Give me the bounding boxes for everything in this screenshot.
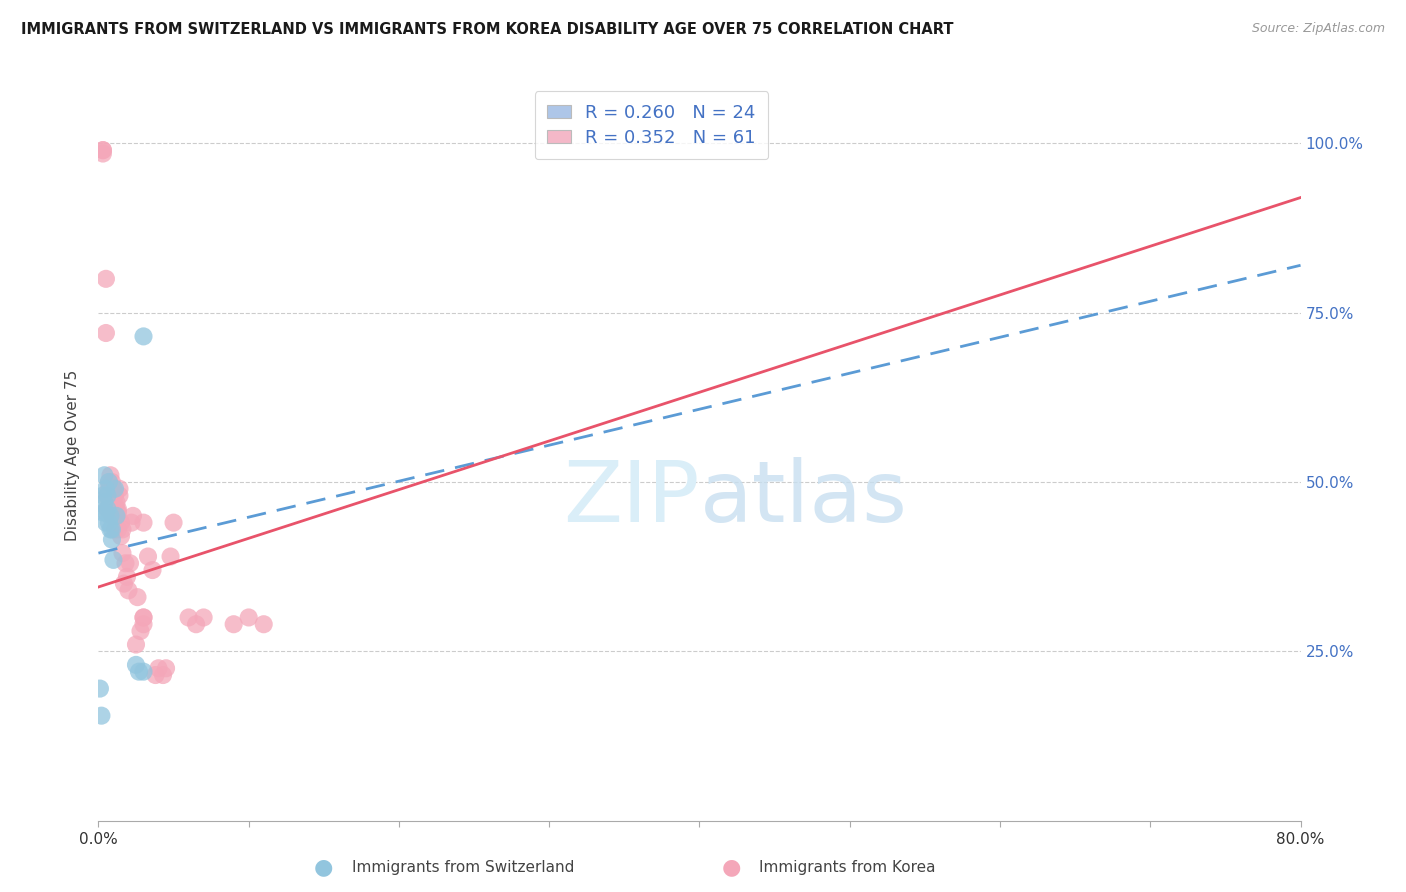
Point xyxy=(97,491,120,506)
Point xyxy=(125,638,148,652)
Point xyxy=(105,495,128,509)
Point xyxy=(91,143,114,157)
Point xyxy=(101,533,124,547)
Point xyxy=(111,546,134,560)
Point xyxy=(117,583,139,598)
Point xyxy=(184,617,207,632)
Point xyxy=(89,681,111,696)
Point xyxy=(148,661,170,675)
Point xyxy=(108,489,131,503)
Point xyxy=(107,502,129,516)
Text: ZIP: ZIP xyxy=(562,458,700,541)
Point xyxy=(136,549,159,564)
Point xyxy=(97,475,120,489)
Point xyxy=(94,516,117,530)
Point xyxy=(129,624,152,638)
Point xyxy=(91,143,114,157)
Point xyxy=(91,489,114,503)
Point xyxy=(177,610,200,624)
Point xyxy=(94,326,117,340)
Point xyxy=(253,617,276,632)
Point xyxy=(105,508,128,523)
Point xyxy=(114,556,136,570)
Point xyxy=(132,610,155,624)
Point xyxy=(132,617,155,632)
Point xyxy=(105,508,128,523)
Legend: R = 0.260   N = 24, R = 0.352   N = 61: R = 0.260 N = 24, R = 0.352 N = 61 xyxy=(534,91,768,160)
Point xyxy=(108,482,131,496)
Point xyxy=(222,617,245,632)
Text: Immigrants from Switzerland: Immigrants from Switzerland xyxy=(352,860,574,874)
Point xyxy=(162,516,184,530)
Point xyxy=(132,329,155,343)
Point xyxy=(91,146,114,161)
Point xyxy=(103,553,125,567)
Point xyxy=(93,468,115,483)
Point xyxy=(96,502,118,516)
Point xyxy=(115,570,138,584)
Point xyxy=(100,482,122,496)
Point xyxy=(110,516,132,530)
Point xyxy=(97,475,120,489)
Point xyxy=(100,495,122,509)
Point xyxy=(90,708,112,723)
Point xyxy=(128,665,150,679)
Point xyxy=(104,523,127,537)
Point xyxy=(132,610,155,624)
Point xyxy=(100,523,122,537)
Point xyxy=(94,272,117,286)
Point xyxy=(100,468,122,483)
Point xyxy=(111,523,134,537)
Point xyxy=(127,590,149,604)
Text: IMMIGRANTS FROM SWITZERLAND VS IMMIGRANTS FROM KOREA DISABILITY AGE OVER 75 CORR: IMMIGRANTS FROM SWITZERLAND VS IMMIGRANT… xyxy=(21,22,953,37)
Point xyxy=(159,549,181,564)
Point xyxy=(112,576,135,591)
Point xyxy=(105,502,128,516)
Point xyxy=(103,502,125,516)
Point xyxy=(110,529,132,543)
Point xyxy=(94,506,117,520)
Point xyxy=(132,665,155,679)
Text: atlas: atlas xyxy=(700,458,907,541)
Point xyxy=(97,482,120,496)
Point xyxy=(91,506,114,520)
Point xyxy=(238,610,260,624)
Point xyxy=(101,475,124,489)
Point xyxy=(96,489,118,503)
Point xyxy=(96,502,118,516)
Point xyxy=(145,668,167,682)
Point xyxy=(121,516,143,530)
Point xyxy=(104,482,127,496)
Point xyxy=(125,657,148,672)
Point xyxy=(107,523,129,537)
Point xyxy=(103,482,125,496)
Point xyxy=(93,495,115,509)
Point xyxy=(97,516,120,530)
Point xyxy=(107,506,129,520)
Text: ●: ● xyxy=(314,857,333,877)
Point xyxy=(101,523,124,537)
Point xyxy=(132,516,155,530)
Point xyxy=(155,661,177,675)
Point xyxy=(141,563,163,577)
Point xyxy=(94,482,117,496)
Point xyxy=(101,489,124,503)
Text: Immigrants from Korea: Immigrants from Korea xyxy=(759,860,936,874)
Point xyxy=(96,489,118,503)
Point xyxy=(101,508,124,523)
Point xyxy=(118,556,141,570)
Point xyxy=(122,508,145,523)
Point xyxy=(193,610,215,624)
Y-axis label: Disability Age Over 75: Disability Age Over 75 xyxy=(65,369,80,541)
Point xyxy=(100,508,122,523)
Point xyxy=(104,489,127,503)
Text: ●: ● xyxy=(721,857,741,877)
Point xyxy=(103,495,125,509)
Point xyxy=(152,668,174,682)
Text: Source: ZipAtlas.com: Source: ZipAtlas.com xyxy=(1251,22,1385,36)
